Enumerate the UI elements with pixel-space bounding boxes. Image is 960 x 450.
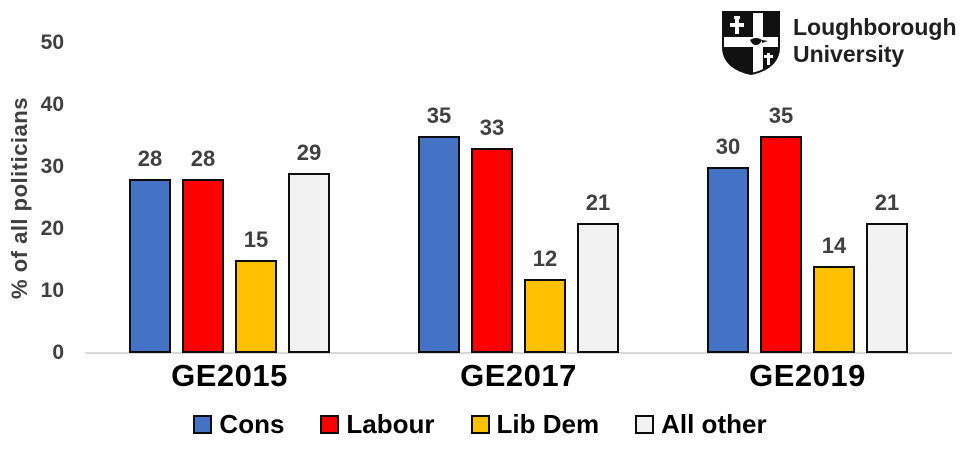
legend-item: Cons	[193, 409, 284, 440]
y-axis-tick: 50	[40, 31, 64, 54]
bar-lib-dem	[813, 266, 855, 353]
legend-label: All other	[661, 408, 767, 439]
y-axis-tick: 30	[40, 155, 64, 178]
bar-value-label: 35	[426, 103, 452, 128]
legend-swatch-icon	[635, 414, 655, 434]
x-axis-label: GE2017	[460, 358, 577, 393]
legend-label: Lib Dem	[496, 408, 600, 439]
bar-lib-dem	[235, 260, 277, 353]
university-name-line1: Loughborough	[793, 14, 957, 40]
legend-item: Labour	[320, 408, 435, 440]
legend-label: Cons	[219, 408, 285, 439]
x-axis-line	[85, 352, 952, 354]
university-shield-icon	[722, 11, 780, 75]
x-axis-label: GE2015	[171, 358, 288, 393]
bar-labour	[760, 136, 802, 353]
legend-item: All other	[635, 408, 767, 440]
bar-cons	[129, 179, 171, 353]
bar-value-label: 33	[479, 115, 505, 141]
y-axis-tick: 0	[52, 341, 64, 364]
legend-label: Labour	[346, 408, 435, 439]
y-axis-tick: 20	[40, 217, 64, 240]
bar-cons	[707, 167, 749, 353]
bar-lib-dem	[524, 278, 566, 353]
bar-value-label: 21	[585, 189, 611, 215]
bar-value-label: 15	[243, 227, 269, 252]
bar-all-other	[288, 173, 330, 353]
y-axis-tick: 10	[40, 279, 64, 302]
bar-labour	[471, 148, 513, 353]
bar-value-label: 29	[296, 140, 322, 166]
bar-value-label: 35	[768, 103, 794, 128]
bar-value-label: 14	[821, 233, 847, 259]
legend-swatch-icon	[470, 414, 490, 434]
bar-all-other	[866, 222, 908, 353]
y-axis-tick: 40	[40, 93, 64, 116]
bar-value-label: 30	[715, 134, 741, 159]
university-name: Loughborough University	[793, 11, 957, 68]
legend-item: Lib Dem	[470, 408, 600, 440]
university-name-line2: University	[793, 41, 905, 67]
bar-all-other	[577, 222, 619, 353]
legend-swatch-icon	[320, 414, 340, 434]
bar-value-label: 28	[190, 146, 216, 172]
y-axis-title: % of all politicians	[7, 97, 32, 299]
bar-labour	[182, 179, 224, 353]
bar-cons	[418, 136, 460, 353]
legend-swatch-icon	[193, 414, 213, 434]
x-axis-label: GE2019	[749, 358, 866, 393]
bar-value-label: 12	[532, 245, 558, 271]
bar-value-label: 21	[874, 189, 900, 215]
bar-value-label: 28	[137, 146, 163, 172]
legend: Cons Labour Lib Dem All other	[0, 406, 960, 442]
university-logo: Loughborough University	[722, 11, 957, 75]
